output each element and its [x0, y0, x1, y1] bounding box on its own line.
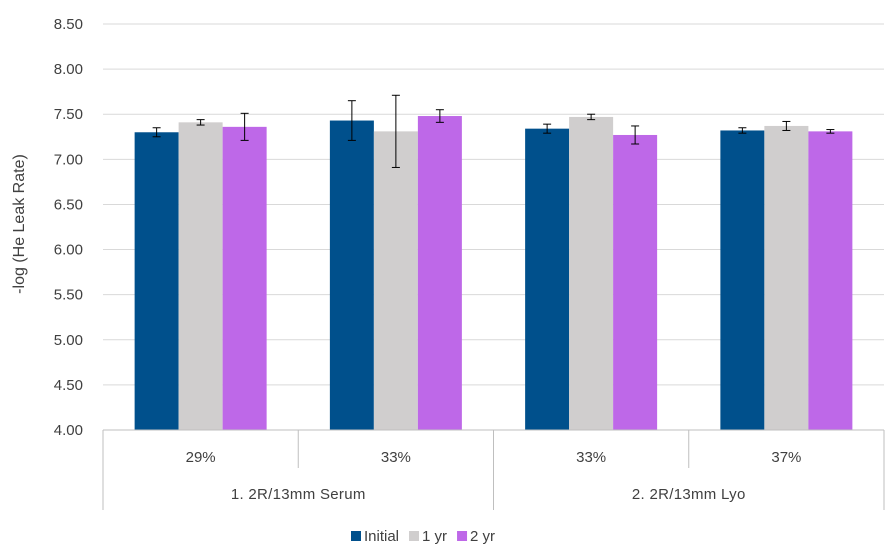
- y-tick-label: 6.00: [54, 242, 83, 259]
- y-tick-label: 4.00: [54, 422, 83, 439]
- y-tick-label: 4.50: [54, 377, 83, 394]
- legend-label: 1 yr: [422, 528, 447, 545]
- y-tick-label: 7.00: [54, 151, 83, 168]
- y-tick-label: 8.00: [54, 61, 83, 78]
- x-axis-categories: 29% 33% 33% 37%: [186, 449, 802, 466]
- y-tick-label: 6.50: [54, 196, 83, 213]
- y-axis-ticks: 4.00 4.50 5.00 5.50 6.00 6.50 7.00 7.50 8.00 8.50: [54, 16, 83, 439]
- legend: Initial 1 yr 2 yr: [351, 528, 495, 545]
- bar: [808, 131, 853, 430]
- bar: [329, 120, 374, 430]
- x-axis-groups: 1. 2R/13mm Serum 2. 2R/13mm Lyo: [231, 486, 746, 503]
- error-bar: [543, 123, 552, 134]
- y-tick-label: 5.50: [54, 287, 83, 304]
- bar: [720, 130, 765, 430]
- error-bar: [391, 94, 400, 168]
- legend-item: 2 yr: [457, 528, 495, 545]
- bar: [613, 134, 658, 430]
- bar: [764, 125, 809, 430]
- bar: [417, 116, 462, 430]
- x-axis: [102, 429, 885, 510]
- x-category-label: 29%: [186, 449, 216, 466]
- error-bar: [152, 127, 161, 138]
- y-tick-label: 8.50: [54, 16, 83, 33]
- bar: [134, 132, 179, 430]
- y-tick-label: 7.50: [54, 106, 83, 123]
- error-bar: [826, 129, 835, 134]
- error-bar: [738, 127, 747, 134]
- x-category-label: 33%: [576, 449, 606, 466]
- x-category-label: 33%: [381, 449, 411, 466]
- legend-swatch: [351, 531, 361, 541]
- error-bar: [782, 120, 791, 131]
- error-bar: [631, 125, 640, 145]
- bar: [178, 122, 223, 430]
- y-tick-label: 5.00: [54, 332, 83, 349]
- bar: [373, 131, 418, 430]
- legend-label: 2 yr: [470, 528, 495, 545]
- error-bar: [347, 100, 356, 141]
- error-bar: [435, 109, 444, 123]
- bar: [525, 128, 570, 430]
- error-bars: [152, 94, 835, 168]
- error-bar: [587, 113, 596, 121]
- x-category-label: 37%: [771, 449, 801, 466]
- legend-swatch: [409, 531, 420, 541]
- y-axis-title: -log (He Leak Rate): [11, 154, 28, 294]
- legend-label: Initial: [364, 528, 399, 545]
- bar: [569, 116, 614, 430]
- x-group-label: 1. 2R/13mm Serum: [231, 486, 366, 503]
- bars: [134, 116, 853, 430]
- bar: [222, 126, 267, 430]
- error-bar: [240, 112, 249, 141]
- x-group-label: 2. 2R/13mm Lyo: [632, 486, 746, 503]
- error-bar: [196, 119, 205, 126]
- legend-item: Initial: [351, 528, 399, 545]
- legend-swatch: [457, 531, 468, 541]
- legend-item: 1 yr: [409, 528, 447, 545]
